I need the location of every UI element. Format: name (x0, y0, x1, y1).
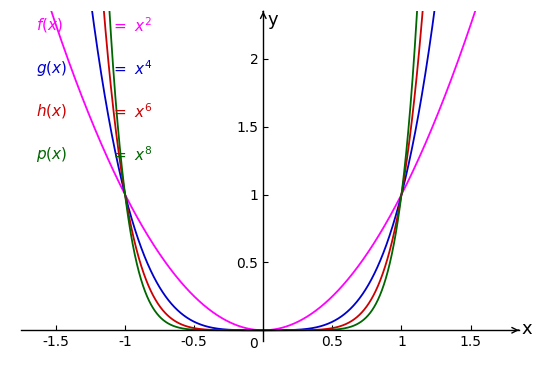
Text: $= \ x^4$: $= \ x^4$ (111, 59, 152, 78)
Text: $g(x)$: $g(x)$ (36, 59, 67, 78)
Text: 0: 0 (249, 337, 258, 351)
Text: $p(x)$: $p(x)$ (36, 145, 67, 164)
Text: $h(x)$: $h(x)$ (36, 102, 67, 120)
Text: x: x (522, 320, 532, 338)
Text: $f(x)$: $f(x)$ (36, 16, 63, 34)
Text: y: y (268, 11, 278, 29)
Text: $= \ x^2$: $= \ x^2$ (111, 16, 152, 35)
Text: $= \ x^8$: $= \ x^8$ (111, 145, 152, 164)
Text: $= \ x^6$: $= \ x^6$ (111, 102, 152, 121)
